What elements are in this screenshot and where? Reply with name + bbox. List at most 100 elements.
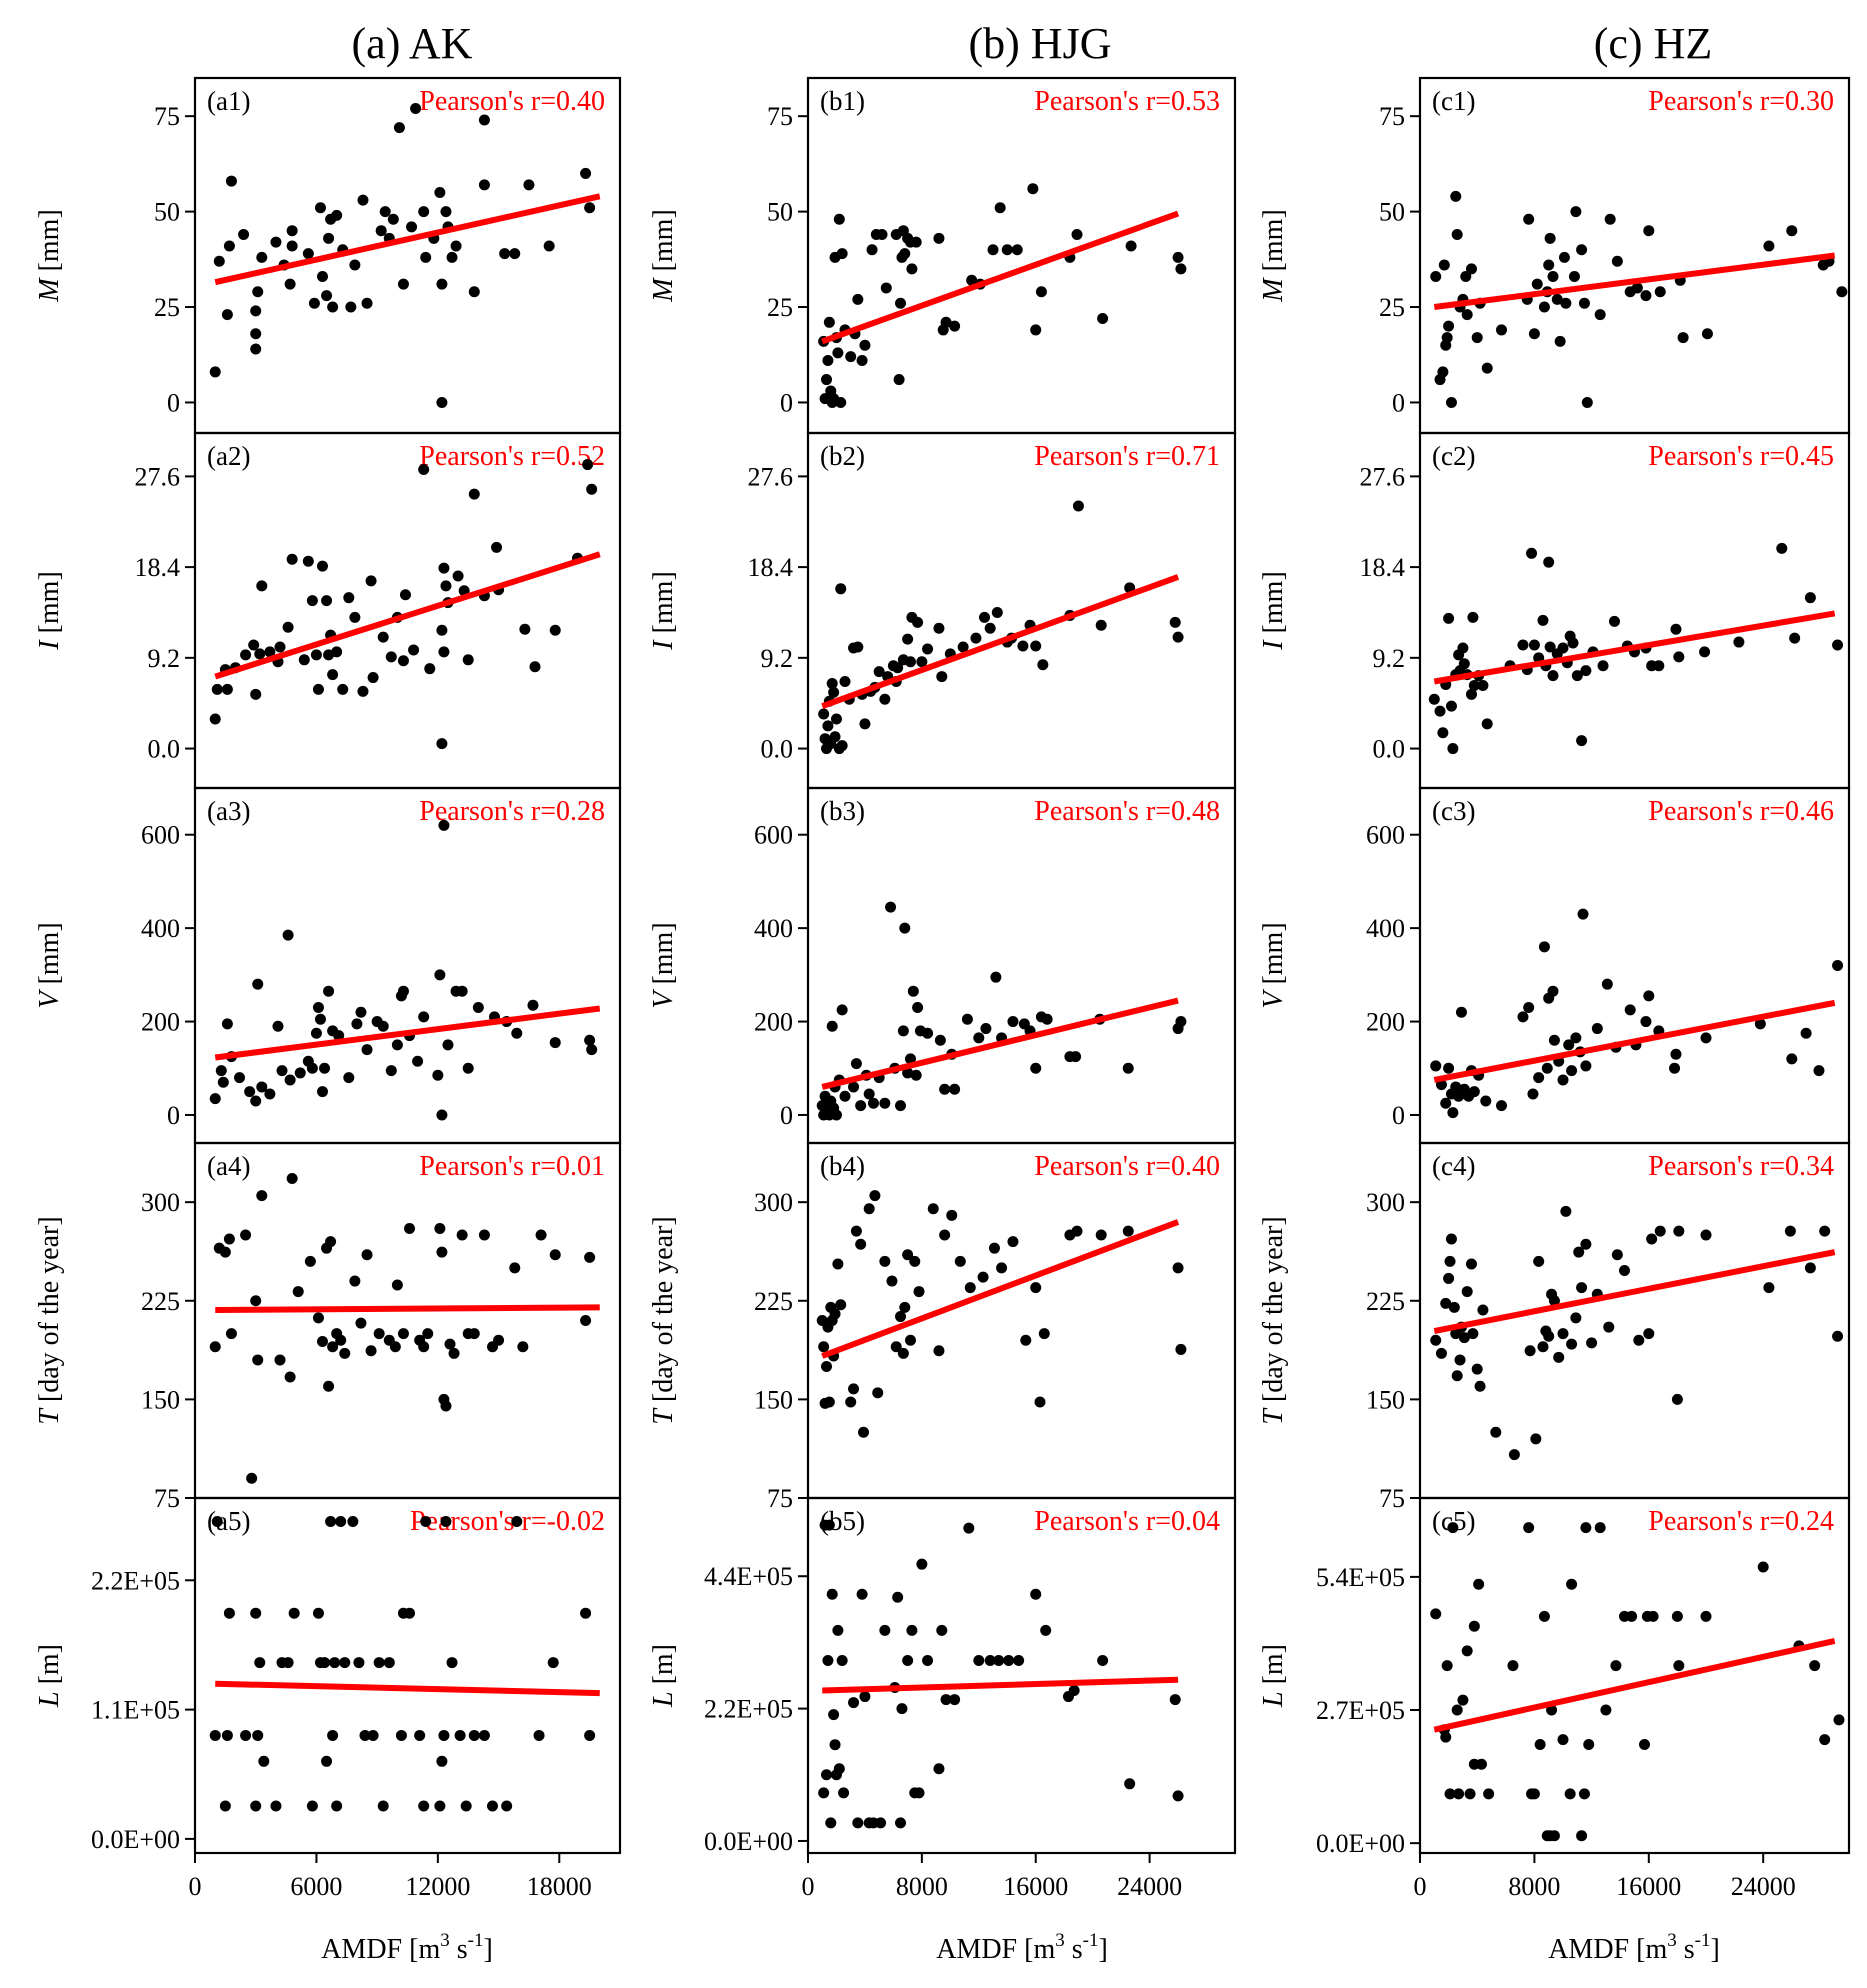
data-point [1576, 1830, 1588, 1842]
data-point [1643, 1328, 1655, 1340]
data-point [885, 901, 897, 913]
data-point [292, 1286, 304, 1298]
data-point [907, 985, 919, 997]
data-point [306, 1062, 318, 1074]
data-point [1570, 206, 1582, 218]
scatter-panel: 0.0 9.2 18.4 27.6 (a2) Pearson's r=0.52 [135, 431, 622, 790]
data-point [991, 606, 1003, 618]
data-point [436, 1246, 448, 1258]
data-point [1700, 1229, 1712, 1241]
data-point [890, 1341, 902, 1353]
data-point [970, 632, 982, 644]
data-point [818, 1787, 830, 1799]
data-point [879, 1624, 891, 1636]
data-point [468, 488, 480, 500]
data-point [899, 1301, 911, 1313]
data-point [835, 1299, 847, 1311]
data-point [1428, 693, 1440, 705]
data-point [987, 244, 999, 256]
data-point [252, 1729, 264, 1741]
data-point [377, 1800, 389, 1812]
data-point [1038, 1328, 1050, 1340]
x-tick-label: 0 [1414, 1872, 1427, 1901]
data-point [823, 316, 835, 328]
data-point [357, 685, 369, 697]
scatter-panel: 0 200 400 600 (b3) Pearson's r=0.48 [754, 786, 1237, 1145]
data-point [321, 290, 333, 302]
data-point [272, 1020, 284, 1032]
data-point [1124, 1778, 1136, 1790]
data-point [1804, 1262, 1816, 1274]
data-point [1528, 1788, 1540, 1800]
fit-line [214, 193, 601, 286]
data-point [866, 244, 878, 256]
data-point [355, 1006, 367, 1018]
y-tick-label: 9.2 [761, 644, 794, 673]
data-point [319, 1657, 331, 1669]
data-point [1496, 324, 1508, 336]
data-point [375, 225, 387, 237]
data-point [365, 1345, 377, 1357]
data-point [357, 194, 369, 206]
data-point [826, 1588, 838, 1600]
data-point [1560, 297, 1572, 309]
data-point [209, 1729, 221, 1741]
y-tick-label: 27.6 [135, 462, 181, 491]
data-point [1443, 320, 1455, 332]
y-tick-label: 0.0 [148, 735, 181, 764]
data-point [389, 1341, 401, 1353]
data-point [1669, 1062, 1681, 1074]
data-point [961, 1013, 973, 1025]
data-point [1443, 1272, 1455, 1284]
data-point [436, 738, 448, 750]
data-point [954, 1255, 966, 1267]
data-point [1440, 1731, 1452, 1743]
data-point [830, 713, 842, 725]
y-tick-label: 150 [754, 1385, 793, 1414]
data-point [978, 611, 990, 623]
data-point [468, 286, 480, 298]
x-tick-label: 16000 [1616, 1872, 1681, 1901]
y-tick-label: 0.0E+00 [1316, 1829, 1405, 1858]
data-point [856, 1588, 868, 1600]
data-point [1611, 1249, 1623, 1261]
data-point [1566, 1065, 1578, 1077]
data-point [282, 621, 294, 633]
data-point [317, 1336, 328, 1348]
data-point [418, 1011, 430, 1023]
data-point [284, 1371, 296, 1383]
data-point [468, 1328, 480, 1340]
data-point [1453, 1788, 1465, 1800]
data-point [875, 1817, 887, 1829]
panel-label: (c4) [1432, 1151, 1475, 1181]
y-tick-label: 50 [154, 198, 180, 227]
data-point [584, 1251, 596, 1263]
y-tick-label: 0.0 [1373, 735, 1406, 764]
data-point [818, 1341, 830, 1353]
data-point [869, 1190, 881, 1202]
data-point [1670, 1048, 1682, 1060]
y-axis-unit: [mm] [648, 571, 679, 640]
data-point [493, 1334, 505, 1346]
data-point [1445, 700, 1457, 712]
y-tick-label: 0.0E+00 [704, 1827, 793, 1856]
data-point [1547, 670, 1559, 682]
data-point [1035, 286, 1047, 298]
data-point [1430, 1608, 1442, 1620]
y-tick-label: 300 [754, 1188, 793, 1217]
y-axis-unit: [mm] [34, 922, 65, 991]
data-point [822, 354, 834, 366]
data-point [826, 1020, 838, 1032]
data-point [436, 1109, 448, 1121]
data-point [209, 1093, 221, 1105]
data-point [829, 1308, 841, 1320]
y-tick-label: 75 [1379, 102, 1405, 131]
data-point [1586, 1337, 1598, 1349]
x-axis-label: AMDF [m3 s-1] [1548, 1930, 1720, 1965]
x-axis-label-part: AMDF [m [1548, 1934, 1667, 1965]
data-point [977, 1271, 989, 1283]
data-point [1673, 1225, 1685, 1237]
scatter-panel: 75 150 225 300 (a4) Pearson's r=0.01 [141, 1141, 622, 1513]
data-point [1517, 1011, 1529, 1023]
scatter-panel: 0 200 400 600 (c3) Pearson's r=0.46 [1366, 786, 1851, 1145]
